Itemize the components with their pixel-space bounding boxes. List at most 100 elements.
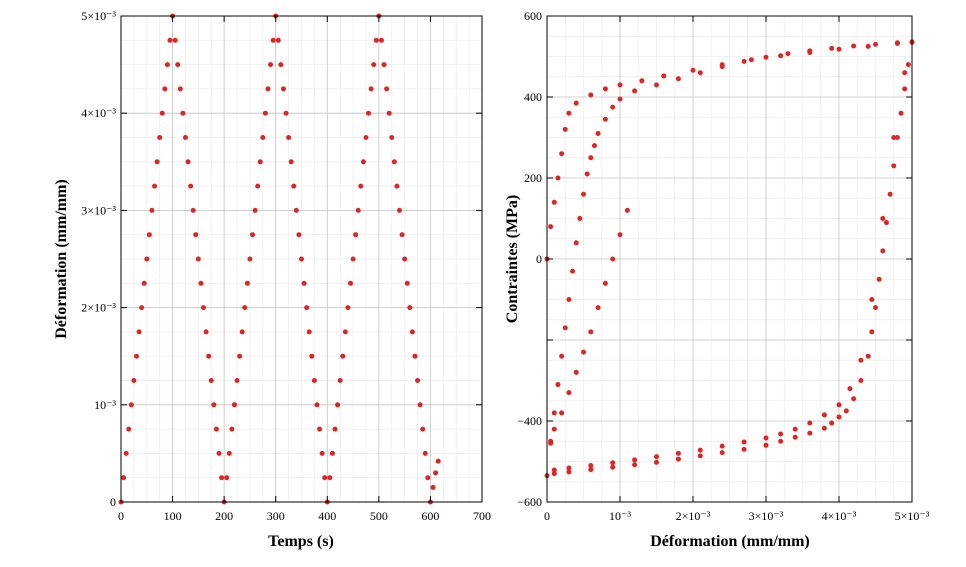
left-x-axis-label: Temps (s) [268, 533, 334, 550]
data-point [311, 378, 317, 383]
data-point [378, 37, 384, 43]
data-point [581, 191, 586, 197]
data-point [201, 305, 207, 311]
data-point [891, 163, 897, 169]
data-point [883, 220, 889, 226]
data-point [360, 159, 366, 165]
data-point [719, 443, 725, 449]
data-point [566, 390, 572, 396]
data-point [807, 430, 813, 436]
data-point [573, 240, 579, 246]
data-point [291, 183, 297, 189]
data-point [417, 402, 423, 408]
data-point [581, 349, 586, 355]
data-point [566, 297, 572, 302]
data-point [588, 329, 594, 335]
data-point [229, 426, 235, 432]
data-point [180, 110, 186, 116]
data-point [389, 135, 395, 140]
data-point [391, 159, 397, 165]
data-point [159, 110, 165, 116]
data-point [559, 353, 565, 359]
data-point [121, 475, 127, 481]
right-x-tick-labels: 0 10⁻³ 2×10⁻³ 3×10⁻³ 4×10⁻³ 5×10⁻³ [544, 509, 930, 523]
data-point [577, 216, 583, 221]
data-point [551, 471, 557, 477]
right-x-axis-label: Déformation (mm/mm) [650, 533, 810, 550]
data-point [905, 62, 911, 68]
data-point [244, 280, 250, 286]
data-point [675, 456, 681, 462]
data-point [345, 305, 351, 311]
data-point [296, 232, 302, 238]
data-point [807, 420, 813, 426]
data-point [551, 467, 557, 473]
data-point [226, 450, 232, 456]
y-tick-label: 600 [524, 9, 542, 23]
data-point [435, 458, 441, 464]
x-tick-label: 500 [370, 509, 388, 523]
data-point [661, 73, 667, 79]
right-data-points [544, 39, 915, 479]
data-point [131, 378, 137, 383]
data-point [741, 439, 747, 445]
data-point [785, 51, 791, 57]
data-point [152, 183, 158, 189]
data-point [610, 464, 616, 470]
data-point [433, 470, 439, 476]
y-tick-label: −600 [517, 495, 542, 509]
data-point [123, 450, 129, 456]
data-point [858, 357, 864, 363]
data-point [559, 151, 565, 157]
data-point [420, 426, 426, 432]
data-point [213, 426, 219, 432]
data-point [293, 207, 299, 213]
y-tick-label: 3×10⁻³ [81, 203, 116, 217]
x-tick-label: 3×10⁻³ [749, 509, 784, 523]
data-point [216, 450, 222, 456]
data-point [299, 256, 304, 262]
data-point [350, 256, 356, 262]
data-point [422, 450, 428, 456]
data-point [198, 280, 204, 286]
y-tick-label: 400 [524, 90, 542, 104]
data-point [347, 280, 353, 286]
data-point [697, 70, 703, 76]
data-point [617, 96, 623, 102]
data-point [632, 462, 638, 468]
data-point [562, 325, 568, 331]
data-point [829, 45, 835, 51]
data-point [136, 329, 142, 335]
data-point [301, 280, 307, 286]
data-point [748, 57, 754, 63]
data-point [358, 183, 364, 189]
data-point [265, 86, 271, 92]
data-point [262, 110, 268, 116]
y-tick-label: 4×10⁻³ [81, 106, 116, 120]
data-point [610, 104, 616, 110]
left-y-axis-label: Déformation (mm/mm) [53, 179, 70, 339]
data-point [407, 305, 413, 311]
data-point [396, 207, 402, 213]
x-tick-label: 400 [318, 509, 336, 523]
y-tick-label: 2×10⁻³ [81, 301, 116, 315]
data-point [304, 305, 310, 311]
data-point [402, 256, 408, 262]
data-point [286, 135, 292, 140]
data-point [394, 183, 400, 189]
data-point [873, 41, 878, 47]
data-point [851, 396, 857, 402]
data-point [270, 37, 276, 43]
data-point [190, 207, 196, 213]
data-point [260, 135, 266, 140]
left-plot-frame [120, 15, 483, 503]
data-point [415, 378, 421, 383]
data-point [278, 62, 284, 68]
data-point [865, 353, 871, 359]
data-point [778, 438, 784, 444]
data-point [566, 110, 572, 116]
data-point [719, 450, 725, 456]
data-point [851, 43, 857, 49]
data-point [366, 110, 372, 116]
